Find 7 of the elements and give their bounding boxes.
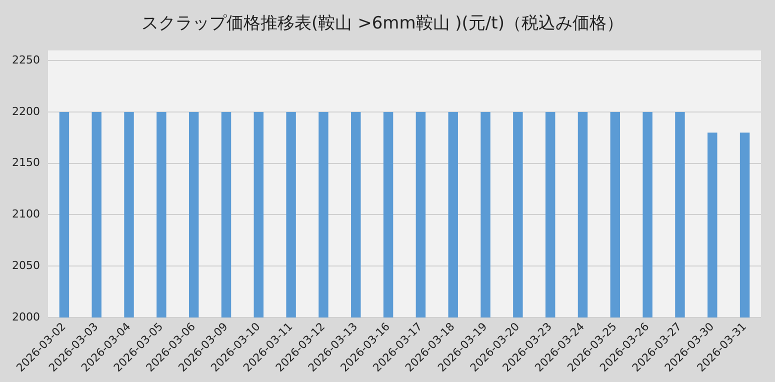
y-tick-label: 2200	[12, 104, 40, 118]
y-tick-label: 2000	[12, 310, 40, 324]
y-tick-label: 2250	[12, 54, 40, 67]
chart-title: スクラップ価格推移表(鞍山 >6mm鞍山 )(元/t)（税込み価格）	[142, 14, 624, 34]
y-tick-label: 2150	[12, 156, 40, 170]
y-tick-label: 2100	[12, 208, 40, 221]
y-tick-label: 2050	[12, 258, 40, 272]
